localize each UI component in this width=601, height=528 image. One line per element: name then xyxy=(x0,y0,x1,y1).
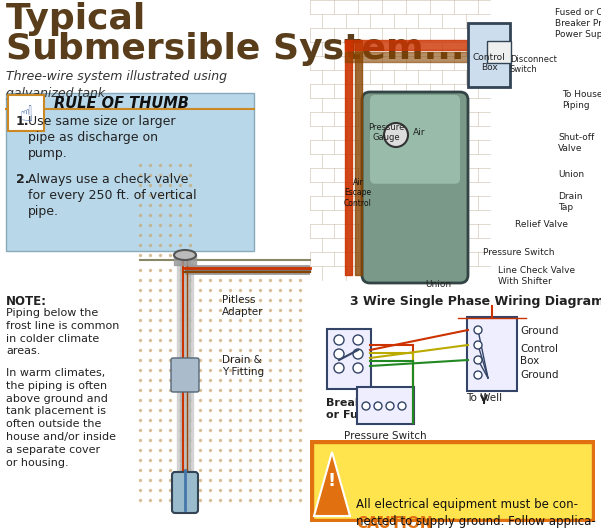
Text: !: ! xyxy=(328,472,336,490)
Text: Use same size or larger
pipe as discharge on
pump.: Use same size or larger pipe as discharg… xyxy=(28,115,175,160)
Text: Control
Box: Control Box xyxy=(520,344,558,365)
Text: Submersible System...: Submersible System... xyxy=(6,32,465,66)
FancyBboxPatch shape xyxy=(310,440,595,522)
Circle shape xyxy=(374,402,382,410)
Text: RULE OF THUMB: RULE OF THUMB xyxy=(54,96,189,111)
Circle shape xyxy=(353,349,363,359)
FancyBboxPatch shape xyxy=(313,443,592,519)
Circle shape xyxy=(398,402,406,410)
FancyBboxPatch shape xyxy=(327,329,371,389)
Text: Shut-off
Valve: Shut-off Valve xyxy=(558,133,594,153)
Text: Pressure Switch: Pressure Switch xyxy=(483,248,555,257)
FancyBboxPatch shape xyxy=(487,41,511,63)
Text: Air
Escape
Control: Air Escape Control xyxy=(344,178,372,208)
FancyBboxPatch shape xyxy=(172,472,198,513)
Text: Piping below the
frost line is common
in colder climate
areas.: Piping below the frost line is common in… xyxy=(6,308,120,356)
FancyBboxPatch shape xyxy=(468,23,510,87)
Text: To House
Piping: To House Piping xyxy=(562,90,601,110)
Text: Drain &
Y Fitting: Drain & Y Fitting xyxy=(222,355,264,376)
Text: Breaker
or Fuse: Breaker or Fuse xyxy=(326,398,375,420)
Text: Three-wire system illustrated using
galvanized tank.: Three-wire system illustrated using galv… xyxy=(6,70,227,100)
Text: Always use a check valve
for every 250 ft. of vertical
pipe.: Always use a check valve for every 250 f… xyxy=(28,173,197,218)
Text: Pressure
Gauge: Pressure Gauge xyxy=(368,123,404,143)
Ellipse shape xyxy=(174,250,196,260)
Circle shape xyxy=(474,371,482,379)
Text: Typical: Typical xyxy=(6,2,146,36)
Text: Air: Air xyxy=(413,128,426,137)
Text: Relief Valve: Relief Valve xyxy=(515,220,568,229)
Text: All electrical equipment must be con-
nected to supply ground. Follow applica-
b: All electrical equipment must be con- ne… xyxy=(356,498,596,528)
FancyBboxPatch shape xyxy=(171,358,199,392)
Text: CAUTION: CAUTION xyxy=(356,516,433,528)
Circle shape xyxy=(334,363,344,373)
Text: Fused or Circuit
Breaker Protected
Power Supply: Fused or Circuit Breaker Protected Power… xyxy=(555,8,601,39)
Circle shape xyxy=(474,356,482,364)
FancyBboxPatch shape xyxy=(6,93,254,251)
Circle shape xyxy=(474,326,482,334)
Text: NOTE:: NOTE: xyxy=(6,295,47,308)
Circle shape xyxy=(386,402,394,410)
Text: Drain
Tap: Drain Tap xyxy=(558,192,582,212)
FancyBboxPatch shape xyxy=(8,95,44,131)
Polygon shape xyxy=(314,452,350,516)
FancyBboxPatch shape xyxy=(362,92,468,283)
Text: ☝: ☝ xyxy=(19,105,32,125)
Text: Pressure Switch: Pressure Switch xyxy=(344,431,426,441)
FancyBboxPatch shape xyxy=(467,317,517,391)
Circle shape xyxy=(334,335,344,345)
Circle shape xyxy=(353,363,363,373)
Text: 3 Wire Single Phase Wiring Diagram:: 3 Wire Single Phase Wiring Diagram: xyxy=(350,295,601,308)
Text: Line Check Valve
With Shifter: Line Check Valve With Shifter xyxy=(498,266,575,286)
Text: Disconnect
Switch: Disconnect Switch xyxy=(510,55,557,74)
FancyBboxPatch shape xyxy=(370,95,460,184)
Text: In warm climates,
the piping is often
above ground and
tank placement is
often o: In warm climates, the piping is often ab… xyxy=(6,368,116,468)
Text: 2.: 2. xyxy=(16,173,29,186)
Circle shape xyxy=(362,402,370,410)
Circle shape xyxy=(474,341,482,349)
Circle shape xyxy=(353,335,363,345)
Text: Pitless
Adapter: Pitless Adapter xyxy=(222,295,263,317)
Text: Control
Box: Control Box xyxy=(472,53,505,72)
Text: To Well: To Well xyxy=(466,393,502,403)
Circle shape xyxy=(384,123,408,147)
Text: Ground: Ground xyxy=(520,326,558,336)
Text: Union: Union xyxy=(558,170,584,179)
Text: Union: Union xyxy=(425,280,451,289)
Text: 1.: 1. xyxy=(16,115,29,128)
FancyBboxPatch shape xyxy=(357,387,414,424)
Text: Ground: Ground xyxy=(520,370,558,380)
Circle shape xyxy=(334,349,344,359)
